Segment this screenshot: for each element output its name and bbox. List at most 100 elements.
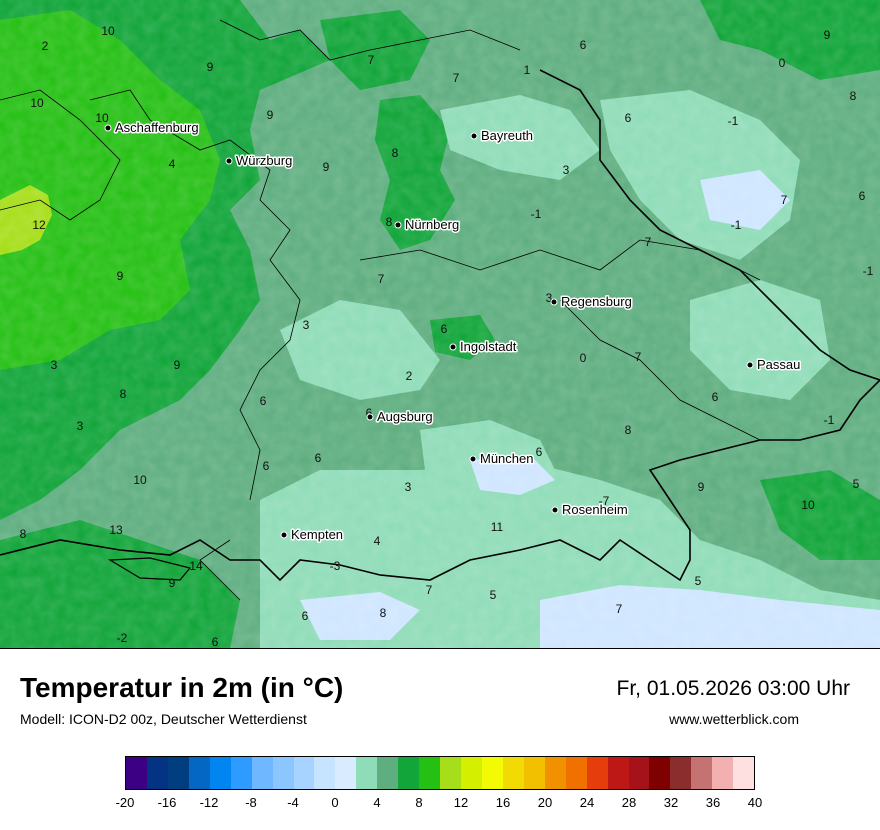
temperature-value: -1 (731, 218, 742, 232)
color-scale-segment (461, 757, 482, 789)
temperature-value: 9 (169, 576, 176, 590)
color-scale-tick-label: 8 (415, 795, 423, 810)
temperature-value: 9 (698, 480, 705, 494)
temperature-value: 3 (563, 163, 570, 177)
temperature-value: 10 (101, 24, 115, 38)
color-scale-tick-label: 16 (495, 795, 511, 810)
color-scale-tick-label: -16 (157, 795, 177, 810)
lake-border (107, 557, 192, 581)
color-scale-segment (377, 757, 399, 789)
color-scale-labels: -20 -16 -12 -8 -4 0 4 8 12 16 20 24 28 32 36 40 (116, 795, 763, 813)
temperature-value: 6 (712, 390, 719, 404)
value-labels: 10 2 9 10 10 9 4 12 9 3 9 8 3 10 8 1 6 0 9 -1 8 6 7 7 8 9 3 7 -1 6 -1 7… (20, 24, 874, 648)
temperature-value: 5 (853, 477, 860, 491)
temperature-value: 6 (536, 445, 543, 459)
temperature-value: 5 (695, 574, 702, 588)
color-scale-segment (586, 757, 608, 789)
forecast-datetime: Fr, 01.05.2026 03:00 Uhr (616, 677, 851, 700)
temperature-value: 6 (441, 322, 448, 336)
color-scale-segment (670, 757, 692, 789)
temperature-value: -1 (728, 114, 739, 128)
temperature-value: 3 (77, 419, 84, 433)
city-dot (551, 506, 559, 514)
temperature-value: 3 (51, 358, 58, 372)
temperature-value: 0 (779, 56, 786, 70)
temperature-value: -3 (330, 559, 341, 573)
color-scale-segment (188, 757, 210, 789)
city-label: Würzburg (236, 153, 292, 168)
temperature-value: 6 (366, 406, 373, 420)
city-label: Ingolstadt (460, 339, 517, 354)
color-scale-segment (398, 757, 420, 789)
city-dot (449, 343, 457, 351)
temperature-value: 7 (453, 71, 460, 85)
temperature-value: 11 (491, 520, 504, 534)
city-dot (104, 124, 112, 132)
temperature-value: -7 (599, 494, 610, 508)
map-canvas: 10 2 9 10 10 9 4 12 9 3 9 8 3 10 8 1 6 0 9 -1 8 6 7 7 8 9 3 7 -1 6 -1 7… (0, 0, 880, 648)
temperature-value: 1 (524, 63, 531, 77)
temperature-value: 3 (303, 318, 310, 332)
color-scale-tick-label: 20 (537, 795, 553, 810)
temperature-value: -1 (531, 207, 542, 221)
temperature-value: 2 (406, 369, 413, 383)
temperature-value: 8 (120, 387, 127, 401)
city-dot (470, 132, 478, 140)
district-border (89, 89, 301, 501)
color-scale-tick-label: 32 (663, 795, 679, 810)
color-scale-segment (230, 757, 252, 789)
district-border (0, 89, 121, 221)
color-scale-segment (691, 757, 713, 789)
temperature-map: 10 2 9 10 10 9 4 12 9 3 9 8 3 10 8 1 6 0 9 -1 8 6 7 7 8 9 3 7 -1 6 -1 7… (0, 0, 880, 649)
color-scale-tick-label: 4 (373, 795, 381, 810)
temperature-value: 6 (315, 451, 322, 465)
city-dot (366, 413, 374, 421)
city-label: Nürnberg (405, 217, 459, 232)
color-scale-segment (126, 757, 147, 789)
temperature-value: 8 (625, 423, 632, 437)
city-markers: Aschaffenburg Würzburg Bayreuth Nürnberg Reg… (104, 119, 802, 544)
city-dot (469, 455, 477, 463)
color-scale-segment (272, 757, 294, 789)
temperature-value: 7 (378, 272, 385, 286)
city-label: Augsburg (377, 409, 433, 424)
field-texture (0, 0, 880, 648)
city-dot (746, 361, 754, 369)
temperature-value: 8 (20, 527, 27, 541)
color-scale-segment (607, 757, 629, 789)
temperature-value: 6 (580, 38, 587, 52)
temperature-value: 10 (95, 111, 109, 125)
temperature-value: 14 (189, 559, 203, 573)
temperature-value: 7 (645, 235, 652, 249)
color-scale-segment (293, 757, 315, 789)
color-scale-segment (209, 757, 231, 789)
temperature-value: -1 (863, 264, 874, 278)
borders (0, 19, 880, 601)
city-label: Bayreuth (481, 128, 533, 143)
temperature-value: 3 (546, 291, 553, 305)
temperature-value: 9 (267, 108, 274, 122)
color-scale-segment (628, 757, 650, 789)
city-dot (550, 298, 558, 306)
color-scale-tick-label: -20 (115, 795, 135, 810)
temperature-value: 7 (616, 602, 623, 616)
national-border (0, 379, 880, 582)
color-scale-segment (733, 757, 755, 789)
temperature-value: 13 (109, 523, 123, 537)
temperature-value: 10 (801, 498, 815, 512)
temperature-value: 10 (30, 96, 44, 110)
color-scale-tick-label: 28 (621, 795, 637, 810)
temperature-value: 8 (850, 89, 857, 103)
color-scale-tick-label: 40 (747, 795, 763, 810)
color-scale-segment (146, 757, 168, 789)
city-label: Rosenheim (562, 502, 628, 517)
color-scale-segment (356, 757, 378, 789)
color-scale-segment (419, 757, 441, 789)
city-dot (394, 221, 402, 229)
temperature-value: 8 (386, 215, 393, 229)
temperature-value: 9 (117, 269, 124, 283)
temperature-value: 2 (42, 39, 49, 53)
website-link[interactable]: www.wetterblick.com (669, 711, 799, 727)
chart-title: Temperatur in 2m (in °C) (20, 672, 344, 703)
temperature-value: 7 (426, 583, 433, 597)
